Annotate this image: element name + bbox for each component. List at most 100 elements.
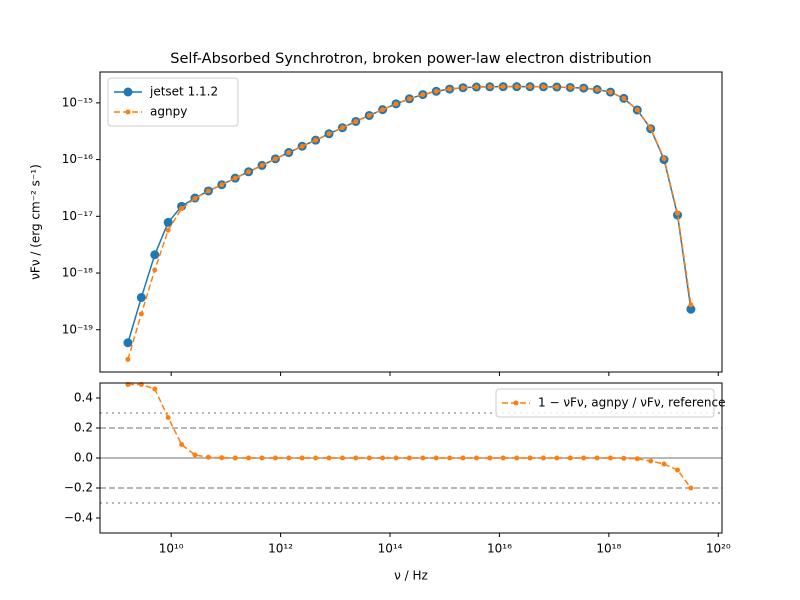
data-point (205, 454, 211, 460)
data-point (125, 356, 131, 362)
data-point (514, 84, 520, 90)
legend-marker (125, 109, 131, 115)
y-tick-label: 10⁻¹⁸ (62, 266, 93, 280)
data-point (473, 455, 479, 461)
y-tick-label: 0.2 (74, 421, 93, 435)
data-point (353, 118, 359, 124)
data-point (192, 196, 198, 202)
legend-label: 1 − νFν, agnpy / νFν, reference (538, 396, 725, 410)
data-point (406, 96, 412, 102)
data-point (433, 88, 439, 94)
data-point (205, 188, 211, 194)
series-line (127, 85, 692, 360)
data-point (554, 84, 560, 90)
data-point (634, 456, 640, 462)
data-point (433, 455, 439, 461)
x-axis-label: ν / Hz (394, 569, 428, 583)
data-point (688, 302, 694, 308)
data-point (594, 87, 600, 93)
x-tick-label: 10¹² (268, 542, 293, 556)
data-point (165, 415, 171, 420)
x-tick-label: 10¹⁰ (159, 542, 184, 556)
data-point (393, 455, 399, 461)
data-point (661, 156, 667, 162)
data-point (460, 85, 466, 91)
y-tick-label: −0.4 (64, 511, 93, 525)
data-point (487, 455, 493, 461)
data-point (581, 455, 587, 461)
data-point (686, 304, 696, 314)
data-point (299, 143, 305, 149)
data-point (152, 267, 158, 273)
data-point (527, 84, 533, 90)
legend-box (495, 388, 715, 418)
data-point (286, 150, 292, 156)
data-point (500, 84, 506, 90)
x-tick-label: 10¹⁴ (378, 542, 403, 556)
data-point (447, 86, 453, 92)
y-tick-label: 0.0 (74, 451, 93, 465)
data-point (136, 293, 146, 303)
data-point (648, 125, 654, 131)
data-point (232, 175, 238, 181)
legend-marker (123, 87, 133, 97)
y-axis-label: νFν / (erg cm⁻² s⁻¹) (29, 164, 43, 280)
data-point (594, 455, 600, 461)
data-point (661, 461, 667, 467)
data-point (567, 455, 573, 461)
data-point (165, 227, 171, 233)
data-point (420, 92, 426, 98)
data-point (259, 455, 265, 461)
legend-label: agnpy (150, 105, 187, 119)
data-point (460, 455, 466, 461)
data-point (514, 455, 520, 461)
data-point (150, 250, 160, 260)
data-point (313, 455, 319, 461)
chart-title: Self-Absorbed Synchrotron, broken power-… (170, 51, 651, 67)
data-point (420, 455, 426, 461)
data-point (688, 485, 694, 491)
data-point (219, 182, 225, 188)
data-point (607, 89, 613, 95)
y-tick-label: 10⁻¹⁵ (62, 95, 93, 109)
data-point (326, 455, 332, 461)
data-point (554, 455, 560, 461)
data-point (540, 84, 546, 90)
data-point (393, 101, 399, 107)
legend-label: jetset 1.1.2 (149, 85, 218, 99)
data-point (487, 84, 493, 90)
data-point (246, 169, 252, 175)
data-point (406, 455, 412, 461)
y-tick-label: 10⁻¹⁹ (62, 322, 93, 336)
data-point (152, 386, 158, 392)
data-point (179, 206, 185, 212)
data-point (621, 95, 627, 101)
data-point (675, 210, 681, 216)
data-point (607, 455, 613, 461)
data-point (272, 455, 278, 461)
data-point (527, 455, 533, 461)
data-point (675, 467, 681, 473)
data-point (339, 125, 345, 131)
data-point (123, 338, 133, 348)
data-point (138, 311, 144, 317)
y-tick-label: 10⁻¹⁶ (62, 152, 93, 166)
data-point (192, 452, 198, 458)
y-tick-label: −0.2 (64, 481, 93, 495)
data-point (353, 455, 359, 461)
data-point (366, 112, 372, 118)
plot-frame (99, 71, 723, 373)
legend-marker (513, 400, 519, 406)
data-point (447, 455, 453, 461)
y-tick-label: 10⁻¹⁷ (62, 209, 93, 223)
data-point (500, 455, 506, 461)
data-point (581, 85, 587, 91)
data-point (366, 455, 372, 461)
y-tick-label: 0.4 (74, 391, 93, 405)
data-point (339, 455, 345, 461)
data-point (219, 455, 225, 461)
data-point (246, 455, 252, 461)
data-point (648, 458, 654, 464)
data-point (313, 137, 319, 143)
